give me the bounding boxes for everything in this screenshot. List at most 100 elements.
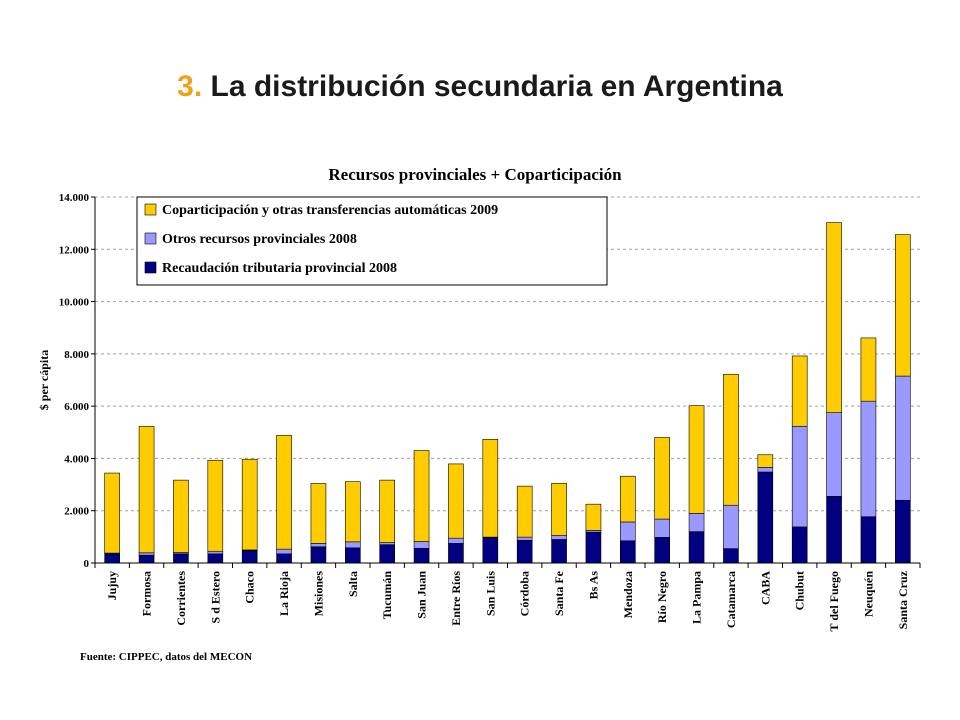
bar-segment: [104, 553, 120, 564]
x-tick-label: Santa Fe: [552, 570, 566, 616]
bar-segment: [723, 504, 739, 549]
bar-segment: [688, 513, 705, 532]
legend-swatch: [144, 203, 157, 216]
bar-segment: [413, 450, 430, 542]
bar-segment: [448, 537, 464, 544]
bar-segment: [826, 222, 842, 413]
bar-segment: [551, 535, 567, 540]
bar-segment: [448, 463, 464, 539]
bar-segment: [104, 472, 120, 554]
source-note: Fuente: CIPPEC, datos del MECON: [80, 651, 253, 663]
bar-segment: [276, 435, 292, 550]
x-tick-label: San Luis: [483, 571, 497, 616]
bar-segment: [207, 459, 224, 552]
x-tick-label: Bs As: [586, 571, 600, 600]
bar-segment: [723, 548, 739, 564]
bar-segment: [138, 552, 155, 556]
bar-segment: [757, 454, 774, 468]
bar-segment: [241, 550, 258, 564]
bar-segment: [173, 479, 189, 553]
y-tick-label: 12.000: [59, 244, 90, 256]
bar-segment: [138, 425, 155, 554]
bar-segment: [860, 400, 877, 518]
x-tick-label: Misiones: [311, 571, 325, 617]
y-axis-label: $ per cápita: [37, 350, 51, 410]
y-tick-label: 14.000: [59, 192, 90, 204]
bar-segment: [516, 536, 533, 541]
x-tick-labels: Jujuy Formosa Corrientes S d Estero Chaco La …: [105, 570, 910, 631]
bar-segment: [791, 425, 808, 528]
bar-segment: [860, 516, 877, 564]
y-tick-labels: 0 2.000 4.000 6.000 8.000 10.000 12.000 14.000: [59, 192, 90, 570]
slide-title: 3. La distribución secundaria en Argenti…: [0, 70, 960, 104]
bar-segment: [654, 437, 670, 520]
bar-segment: [276, 548, 292, 555]
bar-segment: [345, 547, 361, 564]
bar-segment: [551, 482, 567, 536]
bar-segment: [379, 479, 395, 543]
legend-label: Coparticipación y otras transferencias a…: [162, 203, 498, 218]
bar-segment: [138, 554, 155, 564]
bar-segment: [345, 541, 361, 549]
slide-title-text: La distribución secundaria en Argentina: [202, 70, 783, 103]
bar-segment: [379, 542, 395, 546]
bar-segment: [585, 503, 602, 531]
y-tick-label: 6.000: [64, 401, 89, 413]
y-tick-label: 8.000: [64, 349, 89, 361]
bar-segment: [345, 481, 361, 543]
bar-segment: [826, 496, 842, 564]
x-tick-label: Córdoba: [518, 571, 532, 616]
bar-segment: [379, 544, 395, 564]
bar-segment: [413, 548, 430, 564]
x-tick-label: Tucumán: [380, 571, 394, 620]
bar-segment: [620, 521, 636, 542]
bar-segment: [895, 375, 911, 501]
bar-segment: [860, 337, 877, 402]
bar-segment: [585, 531, 602, 564]
bar-segment: [516, 485, 533, 538]
bar-segment: [791, 526, 808, 564]
x-tick-label: Formosa: [140, 571, 154, 616]
y-tick-label: 10.000: [59, 297, 90, 309]
y-tick-label: 2.000: [64, 506, 89, 518]
bar-segment: [791, 355, 808, 427]
legend-label: Recaudación tributaria provincial 2008: [162, 261, 397, 276]
bar-segment: [207, 553, 224, 564]
y-tick-label: 4.000: [64, 453, 89, 465]
x-tick-label: Salta: [346, 571, 360, 597]
x-tick-label: Mendoza: [621, 571, 635, 618]
bar-segment: [895, 499, 911, 564]
x-tick-label: Jujuy: [105, 571, 119, 600]
legend-swatch: [144, 232, 157, 245]
legend: Coparticipación y otras transferencias a…: [136, 196, 608, 286]
bar-segment: [482, 439, 499, 538]
x-tick-label: Chaco: [243, 571, 257, 604]
bar-segment: [757, 471, 774, 564]
x-tick-label: San Juan: [415, 571, 429, 619]
bar-segment: [413, 541, 430, 549]
x-tick-label: La Pampa: [690, 571, 704, 624]
chart-title: Recursos provinciales + Coparticipación: [328, 165, 622, 184]
bar-segment: [207, 550, 224, 555]
bars: [104, 222, 911, 564]
bar-segment: [241, 458, 258, 551]
x-tick-label: Entre Ríos: [449, 571, 463, 626]
bar-segment: [620, 475, 636, 523]
x-tick-label: CABA: [758, 571, 772, 605]
x-tick-label: Río Negro: [655, 571, 669, 623]
bar-segment: [482, 537, 499, 564]
y-tick-label: 0: [84, 558, 90, 570]
legend-swatch: [144, 261, 157, 274]
bar-segment: [551, 539, 567, 564]
bar-segment: [826, 412, 842, 497]
bar-segment: [310, 546, 327, 564]
bar-segment: [620, 540, 636, 564]
bar-segment: [688, 405, 705, 514]
x-tick-label: S d Estero: [208, 571, 222, 623]
x-tick-label: Corrientes: [174, 571, 188, 626]
bar-segment: [723, 373, 739, 506]
x-tick-label: T del Fuego: [827, 571, 841, 631]
legend-label: Otros recursos provinciales 2008: [162, 232, 357, 247]
slide-title-number: 3.: [177, 70, 203, 103]
